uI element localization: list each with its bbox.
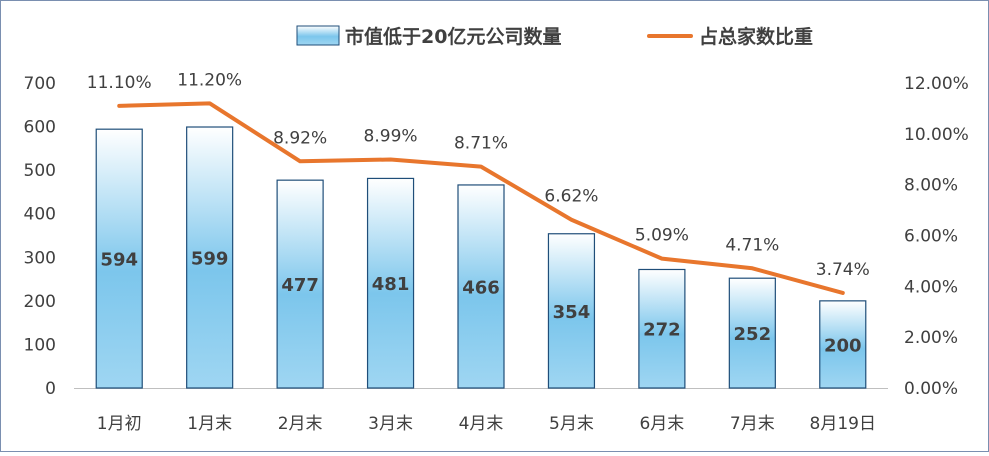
line-value-label: 8.92% xyxy=(273,128,327,148)
bar xyxy=(728,277,776,389)
y-left-tick-label: 600 xyxy=(24,118,56,138)
y-right-tick-label: 6.00% xyxy=(904,227,958,247)
bar-value-label: 252 xyxy=(734,324,772,345)
y-right-tick-label: 0.00% xyxy=(904,379,958,399)
y-left-tick-label: 700 xyxy=(24,74,56,94)
x-tick-label: 1月末 xyxy=(187,414,232,434)
percentage-line xyxy=(117,101,845,295)
x-tick-label: 7月末 xyxy=(730,414,775,434)
bar-value-label: 481 xyxy=(372,274,410,295)
bar-value-label: 477 xyxy=(281,275,319,296)
x-tick-label: 8月19日 xyxy=(810,414,876,434)
y-right-tick-label: 4.00% xyxy=(904,277,958,297)
line-value-label: 4.71% xyxy=(725,235,779,255)
line-value-label: 6.62% xyxy=(544,187,598,207)
x-tick-label: 4月末 xyxy=(459,414,504,434)
line-value-label: 11.20% xyxy=(177,70,242,90)
y-left-tick-label: 500 xyxy=(24,161,56,181)
legend-bar-swatch xyxy=(296,25,340,46)
bar xyxy=(457,184,505,389)
bar-value-label: 594 xyxy=(100,250,138,271)
line-value-label: 8.71% xyxy=(454,134,508,154)
line-value-labels: 11.10% 11.20% 8.92% 8.99% 8.71% 6.62% 5.09% 4.7… xyxy=(87,70,870,280)
bar-series xyxy=(95,126,867,389)
line-value-label: 3.74% xyxy=(816,260,870,280)
bar-value-labels: 594 599 477 481 466 354 272 252 200 xyxy=(100,249,861,357)
y-left-tick-label: 0 xyxy=(45,379,56,399)
bar xyxy=(95,128,143,389)
y-left-tick-label: 400 xyxy=(24,205,56,225)
x-tick-label: 2月末 xyxy=(278,414,323,434)
x-tick-label: 3月末 xyxy=(368,414,413,434)
legend-line-label: 占总家数比重 xyxy=(699,25,813,48)
legend: 市值低于20亿元公司数量 占总家数比重 xyxy=(296,25,813,48)
line-value-label: 5.09% xyxy=(635,226,689,246)
x-tick-label: 5月末 xyxy=(549,414,594,434)
y-right-tick-label: 8.00% xyxy=(904,176,958,196)
bar xyxy=(819,300,867,389)
bar xyxy=(186,126,234,389)
bar xyxy=(366,177,415,389)
line-value-label: 11.10% xyxy=(87,73,152,93)
line-value-label: 8.99% xyxy=(364,127,418,147)
y-right-tick-label: 10.00% xyxy=(904,125,969,145)
legend-bar-label: 市值低于20亿元公司数量 xyxy=(345,25,561,48)
bar-value-label: 599 xyxy=(191,249,229,270)
y-axis-right: 0.00% 2.00% 4.00% 6.00% 8.00% 10.00% 12.00% xyxy=(904,74,969,399)
bar-value-label: 466 xyxy=(462,277,500,298)
y-axis-left: 0 100 200 300 400 500 600 700 xyxy=(24,74,56,399)
bar xyxy=(638,268,686,389)
y-right-tick-label: 12.00% xyxy=(904,74,969,94)
line-series xyxy=(117,101,845,295)
y-left-tick-label: 200 xyxy=(24,292,56,312)
bar-value-label: 272 xyxy=(643,320,681,341)
bar-value-label: 354 xyxy=(553,302,591,323)
bar-value-label: 200 xyxy=(824,335,862,356)
x-tick-label: 1月初 xyxy=(97,414,142,434)
x-tick-label: 6月末 xyxy=(639,414,684,434)
y-left-tick-label: 100 xyxy=(24,335,56,355)
y-right-tick-label: 2.00% xyxy=(904,328,958,348)
x-axis: 1月初 1月末 2月末 3月末 4月末 5月末 6月末 7月末 8月19日 xyxy=(74,388,888,434)
bar xyxy=(276,179,324,389)
y-left-tick-label: 300 xyxy=(24,248,56,268)
bar xyxy=(547,233,596,389)
